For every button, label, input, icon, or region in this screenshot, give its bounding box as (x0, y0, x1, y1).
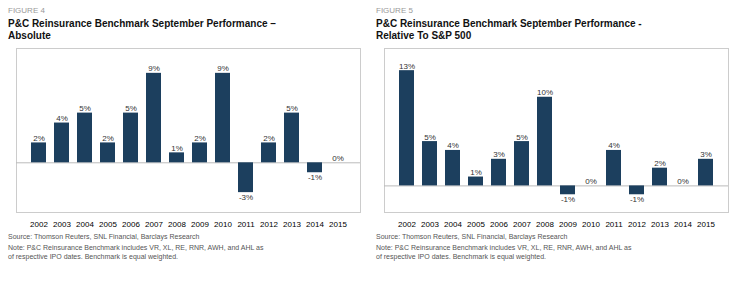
svg-text:2010: 2010 (582, 220, 600, 229)
svg-text:2005: 2005 (99, 220, 117, 229)
svg-text:2010: 2010 (214, 220, 232, 229)
svg-text:5%: 5% (79, 104, 91, 113)
svg-text:2013: 2013 (283, 220, 301, 229)
svg-text:2006: 2006 (122, 220, 140, 229)
svg-text:2011: 2011 (237, 220, 255, 229)
svg-text:2012: 2012 (628, 220, 646, 229)
svg-text:2003: 2003 (53, 220, 71, 229)
svg-text:2005: 2005 (467, 220, 485, 229)
svg-text:2%: 2% (102, 134, 114, 143)
html-text:P&C Reinsurance Benchmark Sept: P&C Reinsurance Benchmark September Perf… (376, 18, 642, 41)
svg-text:1%: 1% (470, 168, 482, 177)
svg-text:-1%: -1% (630, 195, 644, 204)
svg-text:10%: 10% (537, 88, 553, 97)
svg-text:3%: 3% (493, 150, 505, 159)
svg-text:2008: 2008 (168, 220, 186, 229)
svg-text:2%: 2% (194, 134, 206, 143)
svg-text:-1%: -1% (308, 173, 322, 182)
svg-text:3%: 3% (700, 150, 712, 159)
svg-text:0%: 0% (677, 177, 689, 186)
svg-text:2006: 2006 (490, 220, 508, 229)
svg-text:2002: 2002 (30, 220, 48, 229)
svg-text:9%: 9% (148, 64, 160, 73)
svg-text:4%: 4% (56, 114, 68, 123)
svg-text:0%: 0% (585, 177, 597, 186)
html-text:FIGURE 5: FIGURE 5 (376, 6, 413, 15)
svg-text:2014: 2014 (306, 220, 324, 229)
svg-text:2004: 2004 (444, 220, 462, 229)
html-text:FIGURE 4: FIGURE 4 (8, 6, 45, 15)
svg-text:2008: 2008 (536, 220, 554, 229)
html-text:Note: P&C Reinsurance Benchmar: Note: P&C Reinsurance Benchmark includes… (376, 244, 632, 260)
svg-text:4%: 4% (608, 141, 620, 150)
svg-text:1%: 1% (171, 144, 183, 153)
svg-text:13%: 13% (399, 62, 415, 71)
svg-text:2007: 2007 (513, 220, 531, 229)
svg-text:2%: 2% (33, 134, 45, 143)
svg-text:2003: 2003 (421, 220, 439, 229)
svg-text:5%: 5% (286, 104, 298, 113)
svg-text:2%: 2% (263, 134, 275, 143)
svg-text:5%: 5% (424, 133, 436, 142)
svg-text:2012: 2012 (260, 220, 278, 229)
html-text:Note: P&C Reinsurance Benchmar: Note: P&C Reinsurance Benchmark includes… (8, 244, 264, 260)
svg-text:2002: 2002 (398, 220, 416, 229)
svg-text:2011: 2011 (605, 220, 623, 229)
svg-text:2015: 2015 (329, 220, 347, 229)
svg-text:2007: 2007 (145, 220, 163, 229)
svg-text:2009: 2009 (191, 220, 209, 229)
svg-text:2014: 2014 (674, 220, 692, 229)
svg-text:4%: 4% (447, 141, 459, 150)
svg-text:2013: 2013 (651, 220, 669, 229)
svg-text:2%: 2% (654, 159, 666, 168)
html-text:P&C Reinsurance Benchmark Sept: P&C Reinsurance Benchmark September Perf… (8, 18, 276, 41)
svg-text:2009: 2009 (559, 220, 577, 229)
svg-text:9%: 9% (217, 64, 229, 73)
svg-text:5%: 5% (516, 133, 528, 142)
svg-text:2004: 2004 (76, 220, 94, 229)
svg-text:2015: 2015 (697, 220, 715, 229)
svg-text:5%: 5% (125, 104, 137, 113)
html-text:Source: Thomson Reuters, SNL F: Source: Thomson Reuters, SNL Financial, … (8, 233, 200, 240)
svg-text:-3%: -3% (239, 193, 253, 202)
html-text:Source: Thomson Reuters, SNL F: Source: Thomson Reuters, SNL Financial, … (376, 233, 568, 240)
svg-text:-1%: -1% (561, 195, 575, 204)
svg-text:0%: 0% (332, 154, 344, 163)
